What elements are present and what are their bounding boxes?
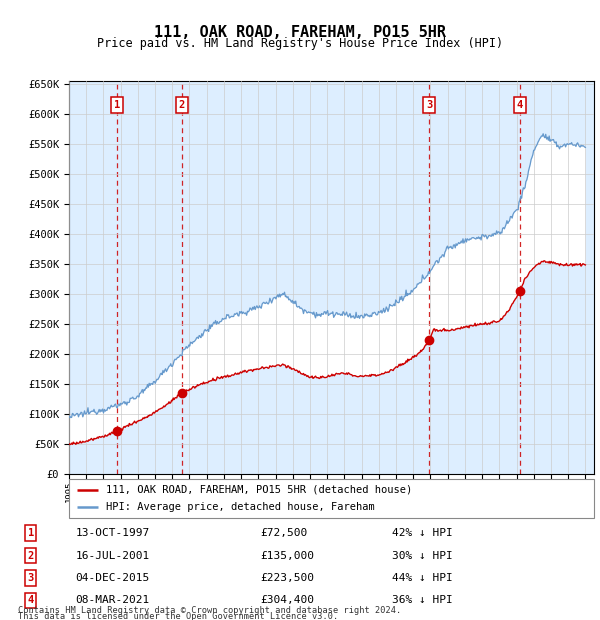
Text: 1: 1	[28, 528, 34, 538]
Text: Contains HM Land Registry data © Crown copyright and database right 2024.: Contains HM Land Registry data © Crown c…	[18, 606, 401, 615]
Text: £223,500: £223,500	[260, 573, 314, 583]
Text: 08-MAR-2021: 08-MAR-2021	[76, 595, 150, 606]
Text: 36% ↓ HPI: 36% ↓ HPI	[392, 595, 453, 606]
Text: 16-JUL-2001: 16-JUL-2001	[76, 551, 150, 560]
Text: 44% ↓ HPI: 44% ↓ HPI	[392, 573, 453, 583]
Text: 111, OAK ROAD, FAREHAM, PO15 5HR: 111, OAK ROAD, FAREHAM, PO15 5HR	[154, 25, 446, 40]
Text: £304,400: £304,400	[260, 595, 314, 606]
Text: 30% ↓ HPI: 30% ↓ HPI	[392, 551, 453, 560]
Text: Price paid vs. HM Land Registry's House Price Index (HPI): Price paid vs. HM Land Registry's House …	[97, 37, 503, 50]
Text: 2: 2	[178, 100, 185, 110]
Text: This data is licensed under the Open Government Licence v3.0.: This data is licensed under the Open Gov…	[18, 612, 338, 620]
Text: 111, OAK ROAD, FAREHAM, PO15 5HR (detached house): 111, OAK ROAD, FAREHAM, PO15 5HR (detach…	[106, 485, 412, 495]
Text: 3: 3	[426, 100, 432, 110]
Text: 3: 3	[28, 573, 34, 583]
Text: 13-OCT-1997: 13-OCT-1997	[76, 528, 150, 538]
Text: 04-DEC-2015: 04-DEC-2015	[76, 573, 150, 583]
Text: 2: 2	[28, 551, 34, 560]
Text: 42% ↓ HPI: 42% ↓ HPI	[392, 528, 453, 538]
Text: 1: 1	[114, 100, 120, 110]
Text: 4: 4	[517, 100, 523, 110]
Text: £135,000: £135,000	[260, 551, 314, 560]
Text: 4: 4	[28, 595, 34, 606]
FancyBboxPatch shape	[69, 479, 594, 518]
Text: HPI: Average price, detached house, Fareham: HPI: Average price, detached house, Fare…	[106, 502, 374, 512]
Text: £72,500: £72,500	[260, 528, 307, 538]
